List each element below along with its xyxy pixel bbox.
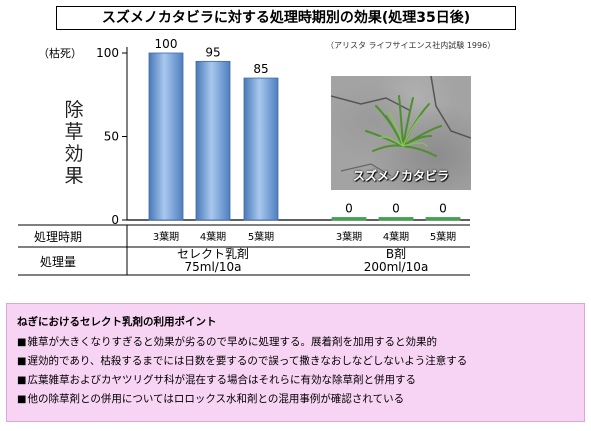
- usage-point: 広葉雑草およびカヤツリグサ科が混在する場合はそれらに有効な除草剤と併用する: [17, 371, 584, 390]
- x-tick-label: 5葉期: [248, 230, 274, 243]
- data-label: 85: [253, 62, 268, 76]
- bar: [243, 77, 279, 221]
- group-dose: 75ml/10a: [185, 260, 242, 274]
- y-axis-label-char: 除: [64, 99, 83, 121]
- usage-point: 遅効的であり、枯殺するまでには日数を要するので誤って撒きなおしなどしないよう注意…: [17, 352, 584, 371]
- usage-points-list: 雑草が大きくなりすぎると効果が劣るので早めに処理する。展着剤を加用すると効果的 …: [17, 333, 584, 409]
- bar: [331, 217, 367, 221]
- bar: [195, 60, 231, 221]
- x-tick-label: 4葉期: [383, 230, 409, 243]
- bar: [425, 217, 461, 221]
- y-tick-label: 100: [96, 46, 119, 60]
- y-tick-label: 50: [104, 130, 119, 144]
- usage-point: 雑草が大きくなりすぎると効果が劣るので早めに処理する。展着剤を加用すると効果的: [17, 333, 584, 352]
- x-tick-label: 3葉期: [153, 230, 179, 243]
- usage-point: 他の除草剤との併用についてはロロックス水和剤との混用事例が確認されている: [17, 390, 584, 409]
- data-label: 95: [205, 45, 220, 59]
- y-axis-label-char: 効: [64, 143, 83, 165]
- grass-illustration: [331, 76, 471, 177]
- bar: [148, 52, 184, 221]
- weed-photo: スズメノカタビラ: [331, 76, 471, 190]
- row-label-dose: 処理量: [40, 255, 76, 269]
- x-tick-label: 4葉期: [200, 230, 226, 243]
- group-name: B剤: [386, 246, 406, 261]
- chart-title: スズメノカタビラに対する処理時期別の効果(処理35日後): [56, 6, 516, 30]
- usage-points-title: ねぎにおけるセレクト乳剤の利用ポイント: [17, 316, 217, 328]
- row-label-timing: 処理時期: [34, 230, 82, 244]
- source-note: （アリスタ ライフサイエンス社内試験 1996）: [326, 41, 496, 50]
- y-axis-label-char: 果: [64, 165, 83, 187]
- x-tick-label: 5葉期: [430, 230, 456, 243]
- group-dose: 200ml/10a: [364, 260, 429, 274]
- data-label: 100: [155, 37, 178, 51]
- data-label: 0: [439, 202, 447, 216]
- data-label: 0: [345, 202, 353, 216]
- y-tick-label: 0: [111, 213, 119, 227]
- group-name: セレクト乳剤: [177, 246, 249, 261]
- x-tick-label: 3葉期: [336, 230, 362, 243]
- y-axis-label-char: 草: [64, 121, 83, 143]
- y-unit-label: （枯死）: [38, 46, 82, 60]
- bar: [378, 217, 414, 221]
- photo-label: スズメノカタビラ: [352, 169, 449, 183]
- usage-points-box: ねぎにおけるセレクト乳剤の利用ポイント 雑草が大きくなりすぎると効果が劣るので早…: [6, 303, 585, 422]
- data-label: 0: [392, 202, 400, 216]
